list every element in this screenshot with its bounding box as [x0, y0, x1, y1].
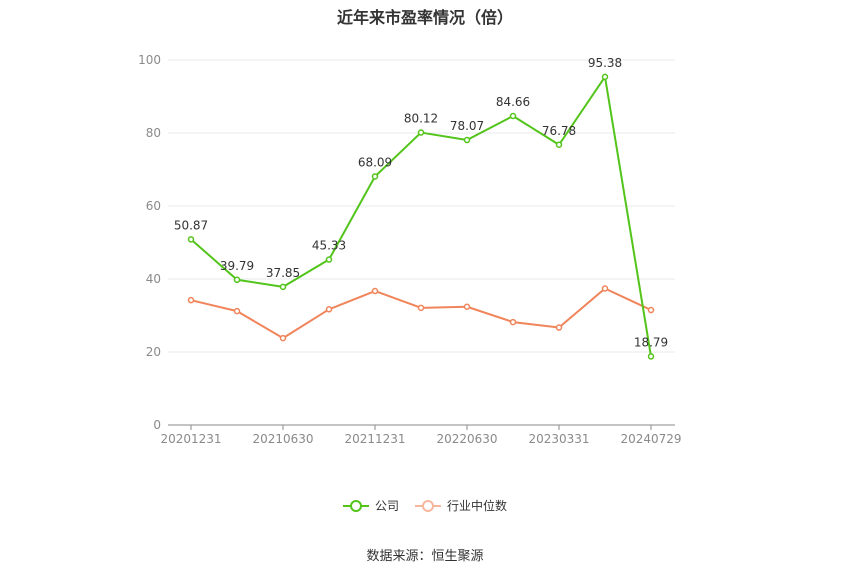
data-label-company-20220630: 78.07	[450, 119, 484, 133]
x-tick-label-20201231: 20201231	[160, 432, 221, 446]
y-tick-label-80: 80	[146, 126, 161, 140]
data-label-company-20220331: 80.12	[404, 112, 438, 126]
point-industry-median-20230331	[555, 324, 563, 331]
x-tick-label-20220630: 20220630	[436, 432, 497, 446]
data-label-company-20231231: 95.38	[588, 56, 622, 70]
point-industry-median-20220331	[417, 304, 425, 312]
point-industry-median-20240729	[647, 306, 655, 314]
y-tick-label-60: 60	[146, 199, 161, 213]
x-tick-label-20210630: 20210630	[252, 432, 313, 446]
x-tick-label-20211231: 20211231	[344, 432, 405, 446]
series-layer	[187, 73, 655, 360]
y-tick-label-100: 100	[138, 53, 161, 67]
point-company-20240729	[647, 353, 655, 360]
data-label-company-20211231: 68.09	[358, 155, 392, 169]
legend-label-industry-median: 行业中位数	[447, 499, 508, 513]
point-company-20210630	[279, 283, 287, 291]
y-axis: 0 20 40 60 80 100	[138, 53, 161, 432]
point-industry-median-20210630	[279, 334, 287, 342]
legend-swatch-company	[342, 499, 369, 513]
x-tick-label-20230331: 20230331	[528, 432, 589, 446]
y-tick-label-40: 40	[146, 272, 161, 286]
point-industry-median-20201231	[187, 296, 195, 304]
data-label-company-20220930: 84.66	[496, 95, 530, 109]
data-labels: 50.87 39.79 37.85 45.33 68.09 80.12 78.07 84.66…	[174, 56, 668, 350]
point-company-20220331	[417, 129, 425, 136]
point-company-20230331	[555, 141, 563, 149]
point-industry-median-20210930	[325, 306, 333, 313]
point-industry-median-20211231	[371, 287, 379, 295]
data-label-company-20210331: 39.79	[220, 259, 254, 273]
y-tick-label-0: 0	[153, 418, 161, 432]
chart-title: 近年来市盈率情况（倍）	[336, 8, 513, 27]
point-company-20220630	[463, 136, 471, 144]
legend-item-industry-median[interactable]: 行业中位数	[415, 497, 507, 514]
data-label-company-20230331: 76.78	[542, 124, 576, 138]
point-industry-median-20210331	[233, 307, 241, 315]
point-company-20210331	[233, 276, 241, 284]
legend-label-company: 公司	[374, 499, 399, 513]
legend-swatch-industry-median	[415, 499, 441, 513]
point-company-20220930	[509, 112, 517, 120]
point-company-20210930	[325, 256, 333, 263]
point-industry-median-20231231	[601, 285, 609, 292]
data-label-company-20201231: 50.87	[174, 218, 208, 232]
point-company-20231231	[601, 73, 609, 81]
point-company-20201231	[187, 236, 195, 243]
y-tick-label-20: 20	[146, 345, 161, 359]
series-line-industry-median	[190, 287, 652, 340]
data-label-company-20210630: 37.85	[266, 266, 300, 280]
legend-item-company[interactable]: 公司	[342, 497, 399, 514]
legend: 公司 行业中位数	[0, 497, 850, 514]
x-tick-label-20240729: 20240729	[620, 432, 681, 446]
point-industry-median-20220930	[509, 318, 517, 326]
point-company-20211231	[371, 173, 379, 180]
data-label-company-20210930: 45.33	[312, 239, 346, 253]
point-industry-median-20220630	[463, 303, 471, 310]
data-label-company-20240729: 18.79	[634, 335, 668, 349]
x-axis: 20201231 20210630 20211231 20220630 20230331…	[160, 424, 682, 446]
data-source: 数据来源：恒生聚源	[366, 549, 484, 564]
